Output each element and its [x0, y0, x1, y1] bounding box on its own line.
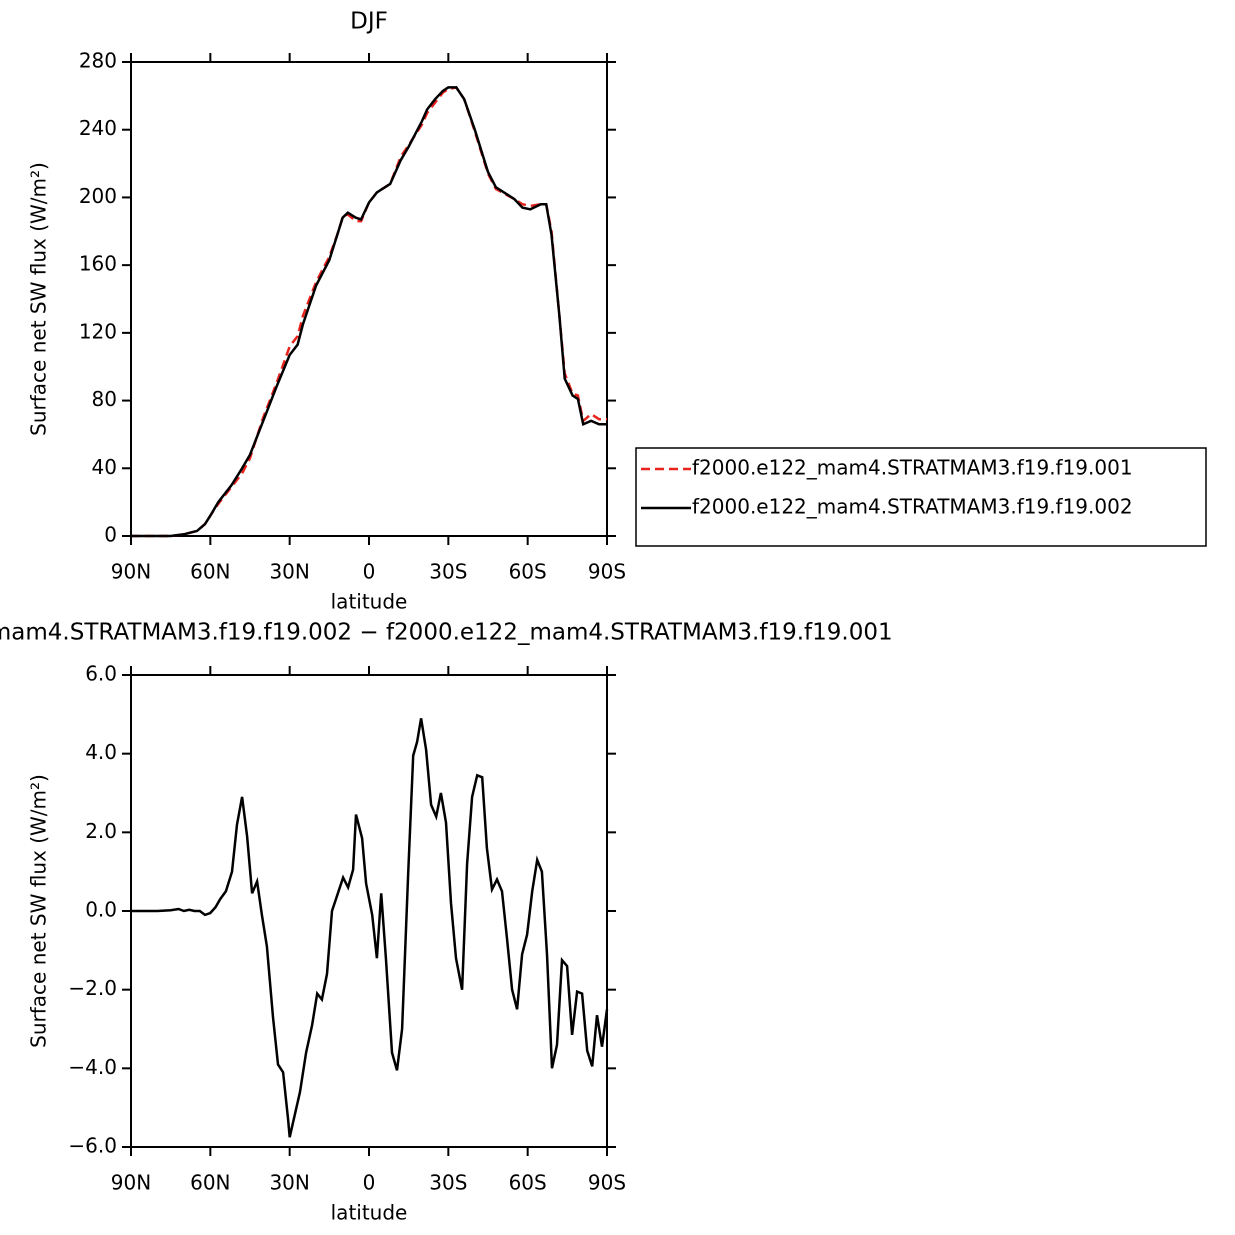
y-tick-label: −4.0: [68, 1055, 117, 1079]
y-tick-label: 0.0: [85, 898, 117, 922]
y-tick-label: 2.0: [85, 819, 117, 843]
y-tick-label: −2.0: [68, 976, 117, 1000]
data-line: [131, 718, 609, 1138]
x-tick-label: 90S: [588, 1171, 626, 1195]
chart-title: f2000.e122_mam4.STRATMAM3.f19.f19.002 − …: [0, 620, 893, 646]
y-tick-label: 240: [79, 116, 117, 140]
y-axis-label: Surface net SW flux (W/m²): [27, 162, 51, 436]
y-axis-label: Surface net SW flux (W/m²): [27, 774, 51, 1048]
x-tick-label: 90S: [588, 560, 626, 584]
x-axis-label: latitude: [331, 1201, 408, 1225]
plot-frame: [130, 674, 608, 1148]
y-tick-label: 120: [79, 319, 117, 343]
y-tick-label: 0: [104, 523, 117, 547]
legend-label: f2000.e122_mam4.STRATMAM3.f19.f19.001: [692, 456, 1133, 480]
x-tick-label: 90N: [111, 1171, 151, 1195]
x-tick-label: 0: [363, 1171, 376, 1195]
x-tick-label: 60N: [190, 560, 230, 584]
x-tick-label: 0: [363, 560, 376, 584]
x-tick-label: 30S: [429, 1171, 467, 1195]
y-tick-label: 40: [92, 455, 117, 479]
data-line: [131, 86, 607, 538]
y-tick-label: −6.0: [68, 1134, 117, 1158]
y-tick-label: 200: [79, 184, 117, 208]
x-tick-label: 60S: [509, 560, 547, 584]
x-tick-label: 60N: [190, 1171, 230, 1195]
x-tick-label: 90N: [111, 560, 151, 584]
y-tick-label: 280: [79, 49, 117, 73]
x-tick-label: 30N: [269, 1171, 309, 1195]
x-axis-label: latitude: [331, 590, 408, 614]
y-tick-label: 160: [79, 252, 117, 276]
legend-label: f2000.e122_mam4.STRATMAM3.f19.f19.002: [692, 495, 1133, 519]
chart-title: DJF: [350, 9, 388, 35]
plot-frame: [130, 61, 608, 537]
data-line: [131, 86, 607, 538]
y-tick-label: 80: [92, 387, 117, 411]
y-tick-label: 4.0: [85, 740, 117, 764]
legend-box: [635, 447, 1207, 547]
x-tick-label: 60S: [509, 1171, 547, 1195]
y-tick-label: 6.0: [85, 662, 117, 686]
x-tick-label: 30S: [429, 560, 467, 584]
x-tick-label: 30N: [269, 560, 309, 584]
